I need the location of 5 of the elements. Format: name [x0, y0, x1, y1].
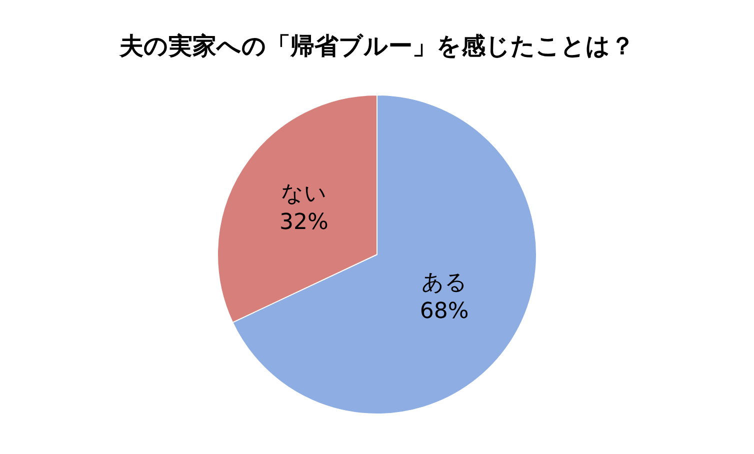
slice-label: ある — [421, 270, 468, 296]
data-label: 68% — [420, 299, 469, 324]
data-label: 32% — [280, 210, 328, 235]
chart-title: 夫の実家への「帰省ブルー」を感じたことは？ — [118, 32, 634, 60]
slice-label: ない — [280, 181, 327, 206]
